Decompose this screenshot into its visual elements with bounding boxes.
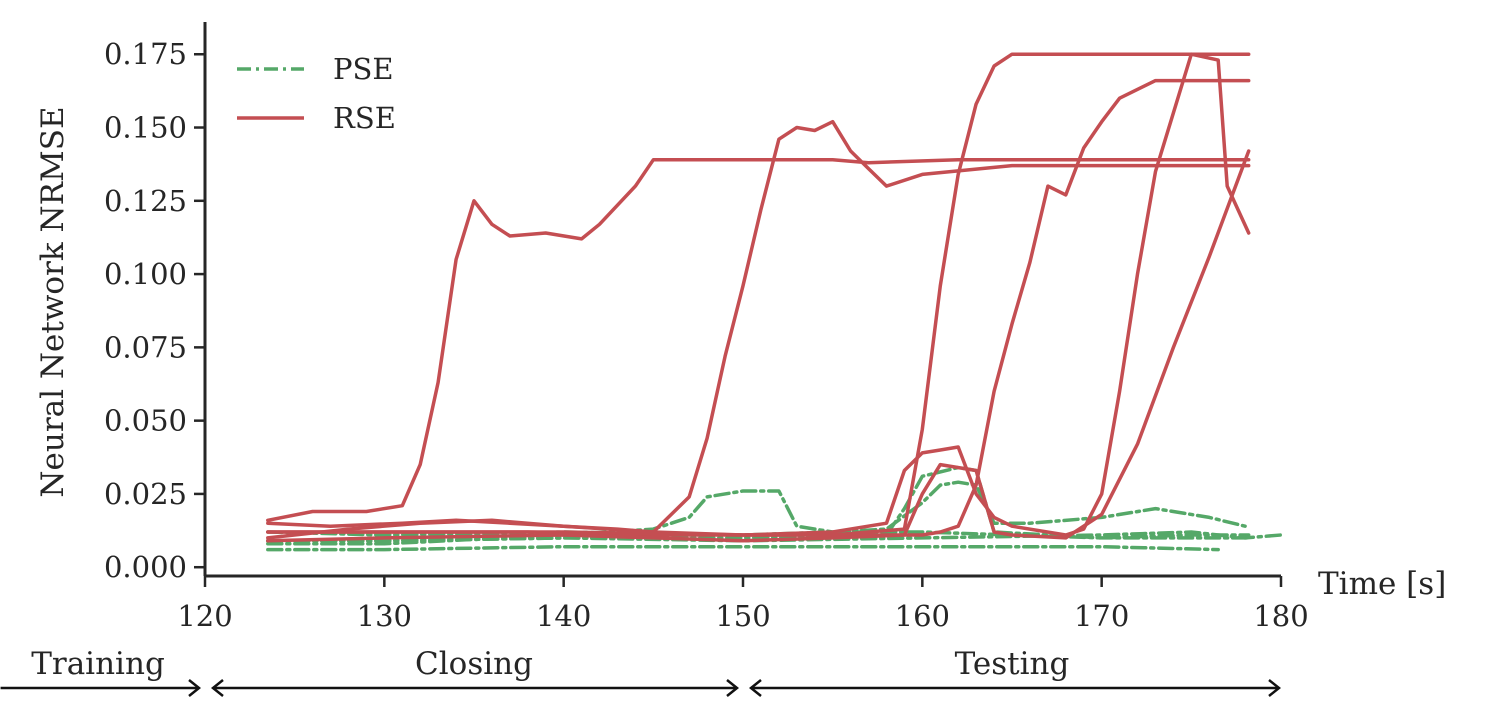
ticks: 0.000 0.025 0.050 0.075 0.100 0.125 0.150 0.175… <box>104 37 1309 633</box>
series-line-rse-2 <box>266 119 1251 534</box>
phase-arrow-head-testing <box>1268 679 1282 697</box>
legend-label-pse: PSE <box>333 52 394 86</box>
y-tick-label: 0.125 <box>104 184 187 218</box>
y-tick-label: 0.075 <box>104 330 187 364</box>
y-tick-label: 0.025 <box>104 477 187 511</box>
y-tick-label: 0.000 <box>104 550 187 584</box>
x-tick-label: 120 <box>177 599 232 633</box>
x-tick-label: 150 <box>715 599 770 633</box>
phase-arrow-head-training <box>188 679 202 697</box>
legend-label-rse: RSE <box>333 101 396 135</box>
y-tick-label: 0.050 <box>104 404 187 438</box>
series-layer <box>266 52 1283 552</box>
x-tick-label: 140 <box>536 599 591 633</box>
x-axis-title: Time [s] <box>1318 566 1446 602</box>
x-tick-label: 160 <box>895 599 950 633</box>
x-tick-label: 170 <box>1074 599 1129 633</box>
series-line-rse-4 <box>266 78 1251 537</box>
series-line-pse-11 <box>266 530 1283 543</box>
phase-annotations: Training Closing Testing <box>0 646 1282 697</box>
series-line-pse-10 <box>266 544 1220 552</box>
series-line-rse-1 <box>266 158 1251 523</box>
y-axis-title: Neural Network NRMSE <box>35 106 71 497</box>
phase-label-training: Training <box>31 646 165 682</box>
phase-arrow-tail-testing <box>748 679 762 697</box>
phase-label-testing: Testing <box>955 646 1070 682</box>
x-tick-label: 180 <box>1253 599 1308 633</box>
series-line-rse-3 <box>266 52 1251 537</box>
y-tick-label: 0.100 <box>104 257 187 291</box>
phase-label-closing: Closing <box>415 646 533 682</box>
phase-arrow-head-closing <box>726 679 740 697</box>
y-tick-label: 0.150 <box>104 111 187 145</box>
phase-arrow-tail-closing <box>210 679 224 697</box>
y-tick-label: 0.175 <box>104 37 187 71</box>
series-line-rse-6 <box>266 149 1251 543</box>
series-line-rse-5 <box>266 52 1251 540</box>
x-tick-label: 130 <box>357 599 412 633</box>
legend: PSE RSE <box>237 52 396 135</box>
